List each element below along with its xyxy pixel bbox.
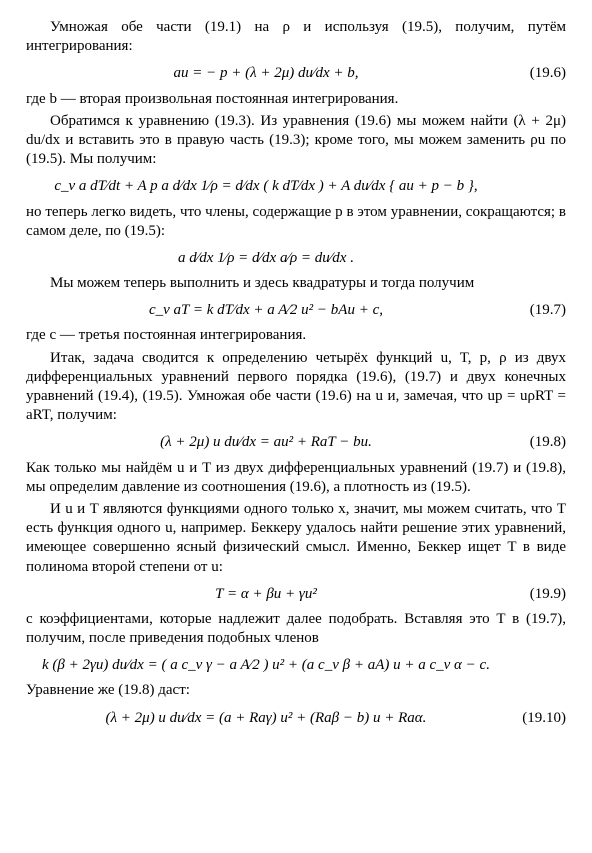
equation-19-10-number: (19.10)	[506, 709, 566, 728]
equation-19-10-body: (λ + 2μ) u du⁄dx = (a + Raγ) u² + (Raβ −…	[26, 709, 506, 728]
para-4: но теперь легко видеть, что члены, содер…	[26, 203, 566, 241]
equation-a-body: c_v a dT⁄dt + A p a d⁄dx 1⁄ρ = d⁄dx ( k …	[26, 177, 506, 196]
equation-19-7-number: (19.7)	[506, 301, 566, 320]
equation-b: a d⁄dx 1⁄ρ = d⁄dx a⁄ρ = du⁄dx .	[26, 249, 566, 268]
para-9: И u и T являются функциями одного только…	[26, 500, 566, 577]
para-7: Итак, задача сводится к определению четы…	[26, 349, 566, 426]
equation-19-9: T = α + βu + γu² (19.9)	[26, 585, 566, 604]
para-8: Как только мы найдём u и T из двух диффе…	[26, 459, 566, 497]
para-5: Мы можем теперь выполнить и здесь квадра…	[26, 274, 566, 293]
equation-19-8-body: (λ + 2μ) u du⁄dx = au² + RaT − bu.	[26, 433, 506, 452]
para-2: где b — вторая произвольная постоянная и…	[26, 90, 566, 109]
equation-19-9-body: T = α + βu + γu²	[26, 585, 506, 604]
equation-19-7: c_v aT = k dT⁄dx + a A⁄2 u² − bAu + c, (…	[26, 301, 566, 320]
para-1: Умножая обе части (19.1) на ρ и использу…	[26, 18, 566, 56]
equation-19-6-number: (19.6)	[506, 64, 566, 83]
equation-19-6-body: au = − p + (λ + 2μ) du⁄dx + b,	[26, 64, 506, 83]
page: Умножая обе части (19.1) на ρ и использу…	[0, 0, 592, 754]
equation-19-10: (λ + 2μ) u du⁄dx = (a + Raγ) u² + (Raβ −…	[26, 709, 566, 728]
equation-b-body: a d⁄dx 1⁄ρ = d⁄dx a⁄ρ = du⁄dx .	[26, 249, 506, 268]
equation-c-body: k (β + 2γu) du⁄dx = ( a c_v γ − a A⁄2 ) …	[26, 656, 506, 675]
para-10: с коэффициентами, которые надлежит далее…	[26, 610, 566, 648]
para-3: Обратимся к уравнению (19.3). Из уравнен…	[26, 112, 566, 170]
equation-19-7-body: c_v aT = k dT⁄dx + a A⁄2 u² − bAu + c,	[26, 301, 506, 320]
equation-19-9-number: (19.9)	[506, 585, 566, 604]
equation-19-6: au = − p + (λ + 2μ) du⁄dx + b, (19.6)	[26, 64, 566, 83]
equation-a: c_v a dT⁄dt + A p a d⁄dx 1⁄ρ = d⁄dx ( k …	[26, 177, 566, 196]
para-6: где c — третья постоянная интегрирования…	[26, 326, 566, 345]
equation-19-8-number: (19.8)	[506, 433, 566, 452]
equation-c: k (β + 2γu) du⁄dx = ( a c_v γ − a A⁄2 ) …	[26, 656, 566, 675]
equation-19-8: (λ + 2μ) u du⁄dx = au² + RaT − bu. (19.8…	[26, 433, 566, 452]
para-11: Уравнение же (19.8) даст:	[26, 681, 566, 700]
